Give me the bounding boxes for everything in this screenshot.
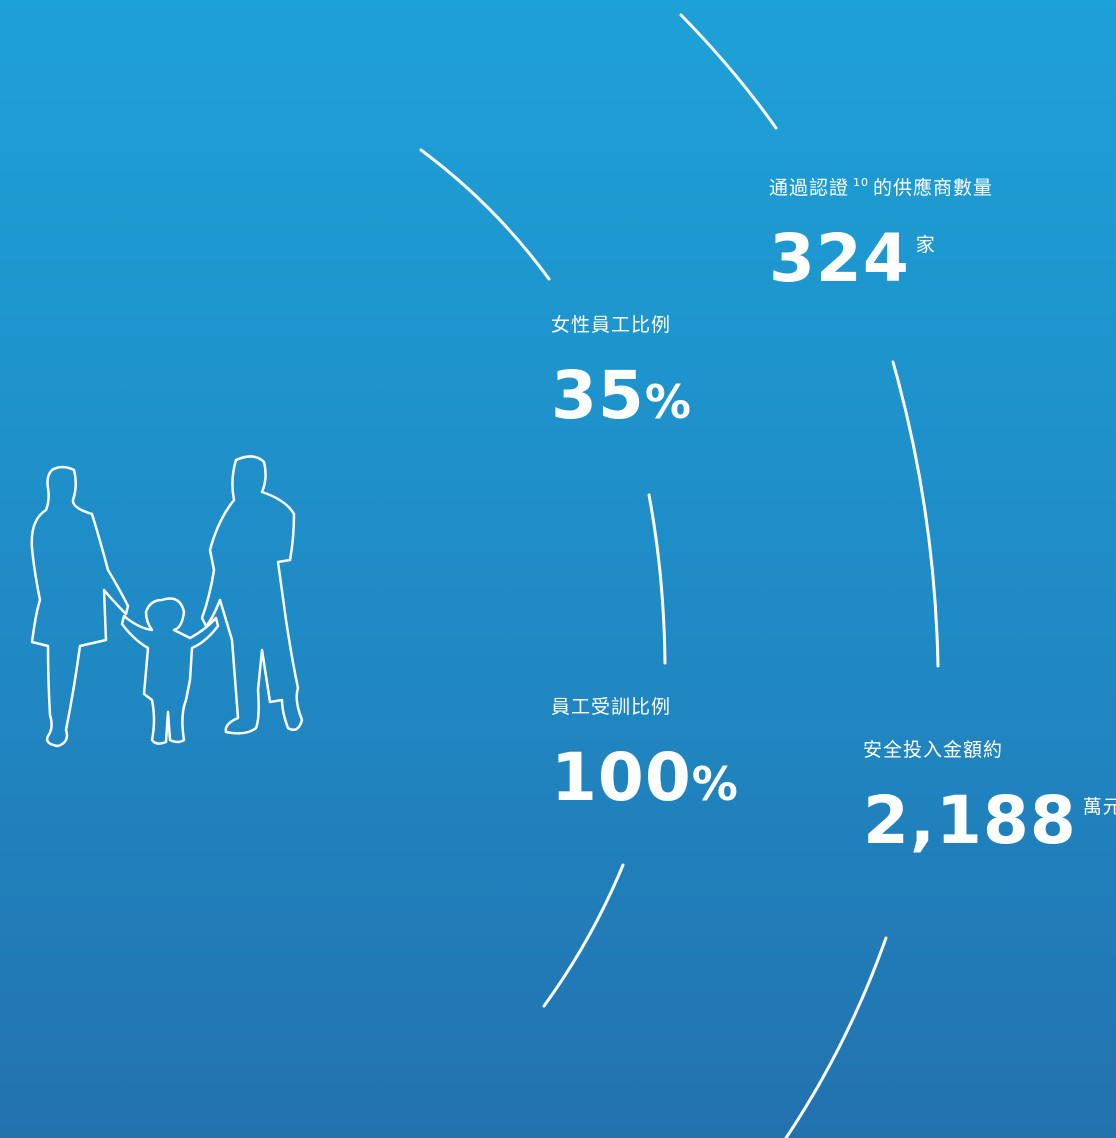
arc (542, 863, 625, 1008)
label-text: 的供應商數量 (873, 177, 994, 199)
stat-value: 35% (551, 363, 692, 429)
stat-label: 通過認證 10 的供應商數量 (769, 173, 993, 200)
family-silhouette (30, 455, 304, 748)
arc (784, 936, 888, 1138)
stat-value: 324 家 (769, 226, 993, 292)
unit: % (644, 375, 692, 429)
stat-label: 員工受訓比例 (551, 696, 672, 718)
stat-value: 100% (551, 745, 739, 811)
unit: % (691, 757, 739, 811)
stat-safety: 安全投入金額約 2,188 萬元 (863, 735, 1116, 854)
unit: 萬元 (1082, 796, 1116, 818)
number: 2,188 (863, 782, 1077, 859)
stat-training: 員工受訓比例 100% (551, 692, 739, 811)
arc (891, 360, 940, 668)
number: 35 (551, 357, 645, 434)
arc (419, 148, 551, 281)
stat-female: 女性員工比例 35% (551, 310, 692, 429)
unit: 家 (915, 234, 936, 256)
stat-suppliers: 通過認證 10 的供應商數量 324 家 (769, 173, 993, 292)
stat-value: 2,188 萬元 (863, 788, 1116, 854)
arc (679, 13, 778, 130)
number: 324 (769, 220, 910, 297)
arc (647, 493, 667, 665)
label-text: 通過認證 (769, 177, 850, 199)
stat-label: 安全投入金額約 (863, 739, 1004, 761)
number: 100 (551, 739, 692, 816)
stat-label: 女性員工比例 (551, 314, 672, 336)
footnote: 10 (853, 176, 870, 189)
